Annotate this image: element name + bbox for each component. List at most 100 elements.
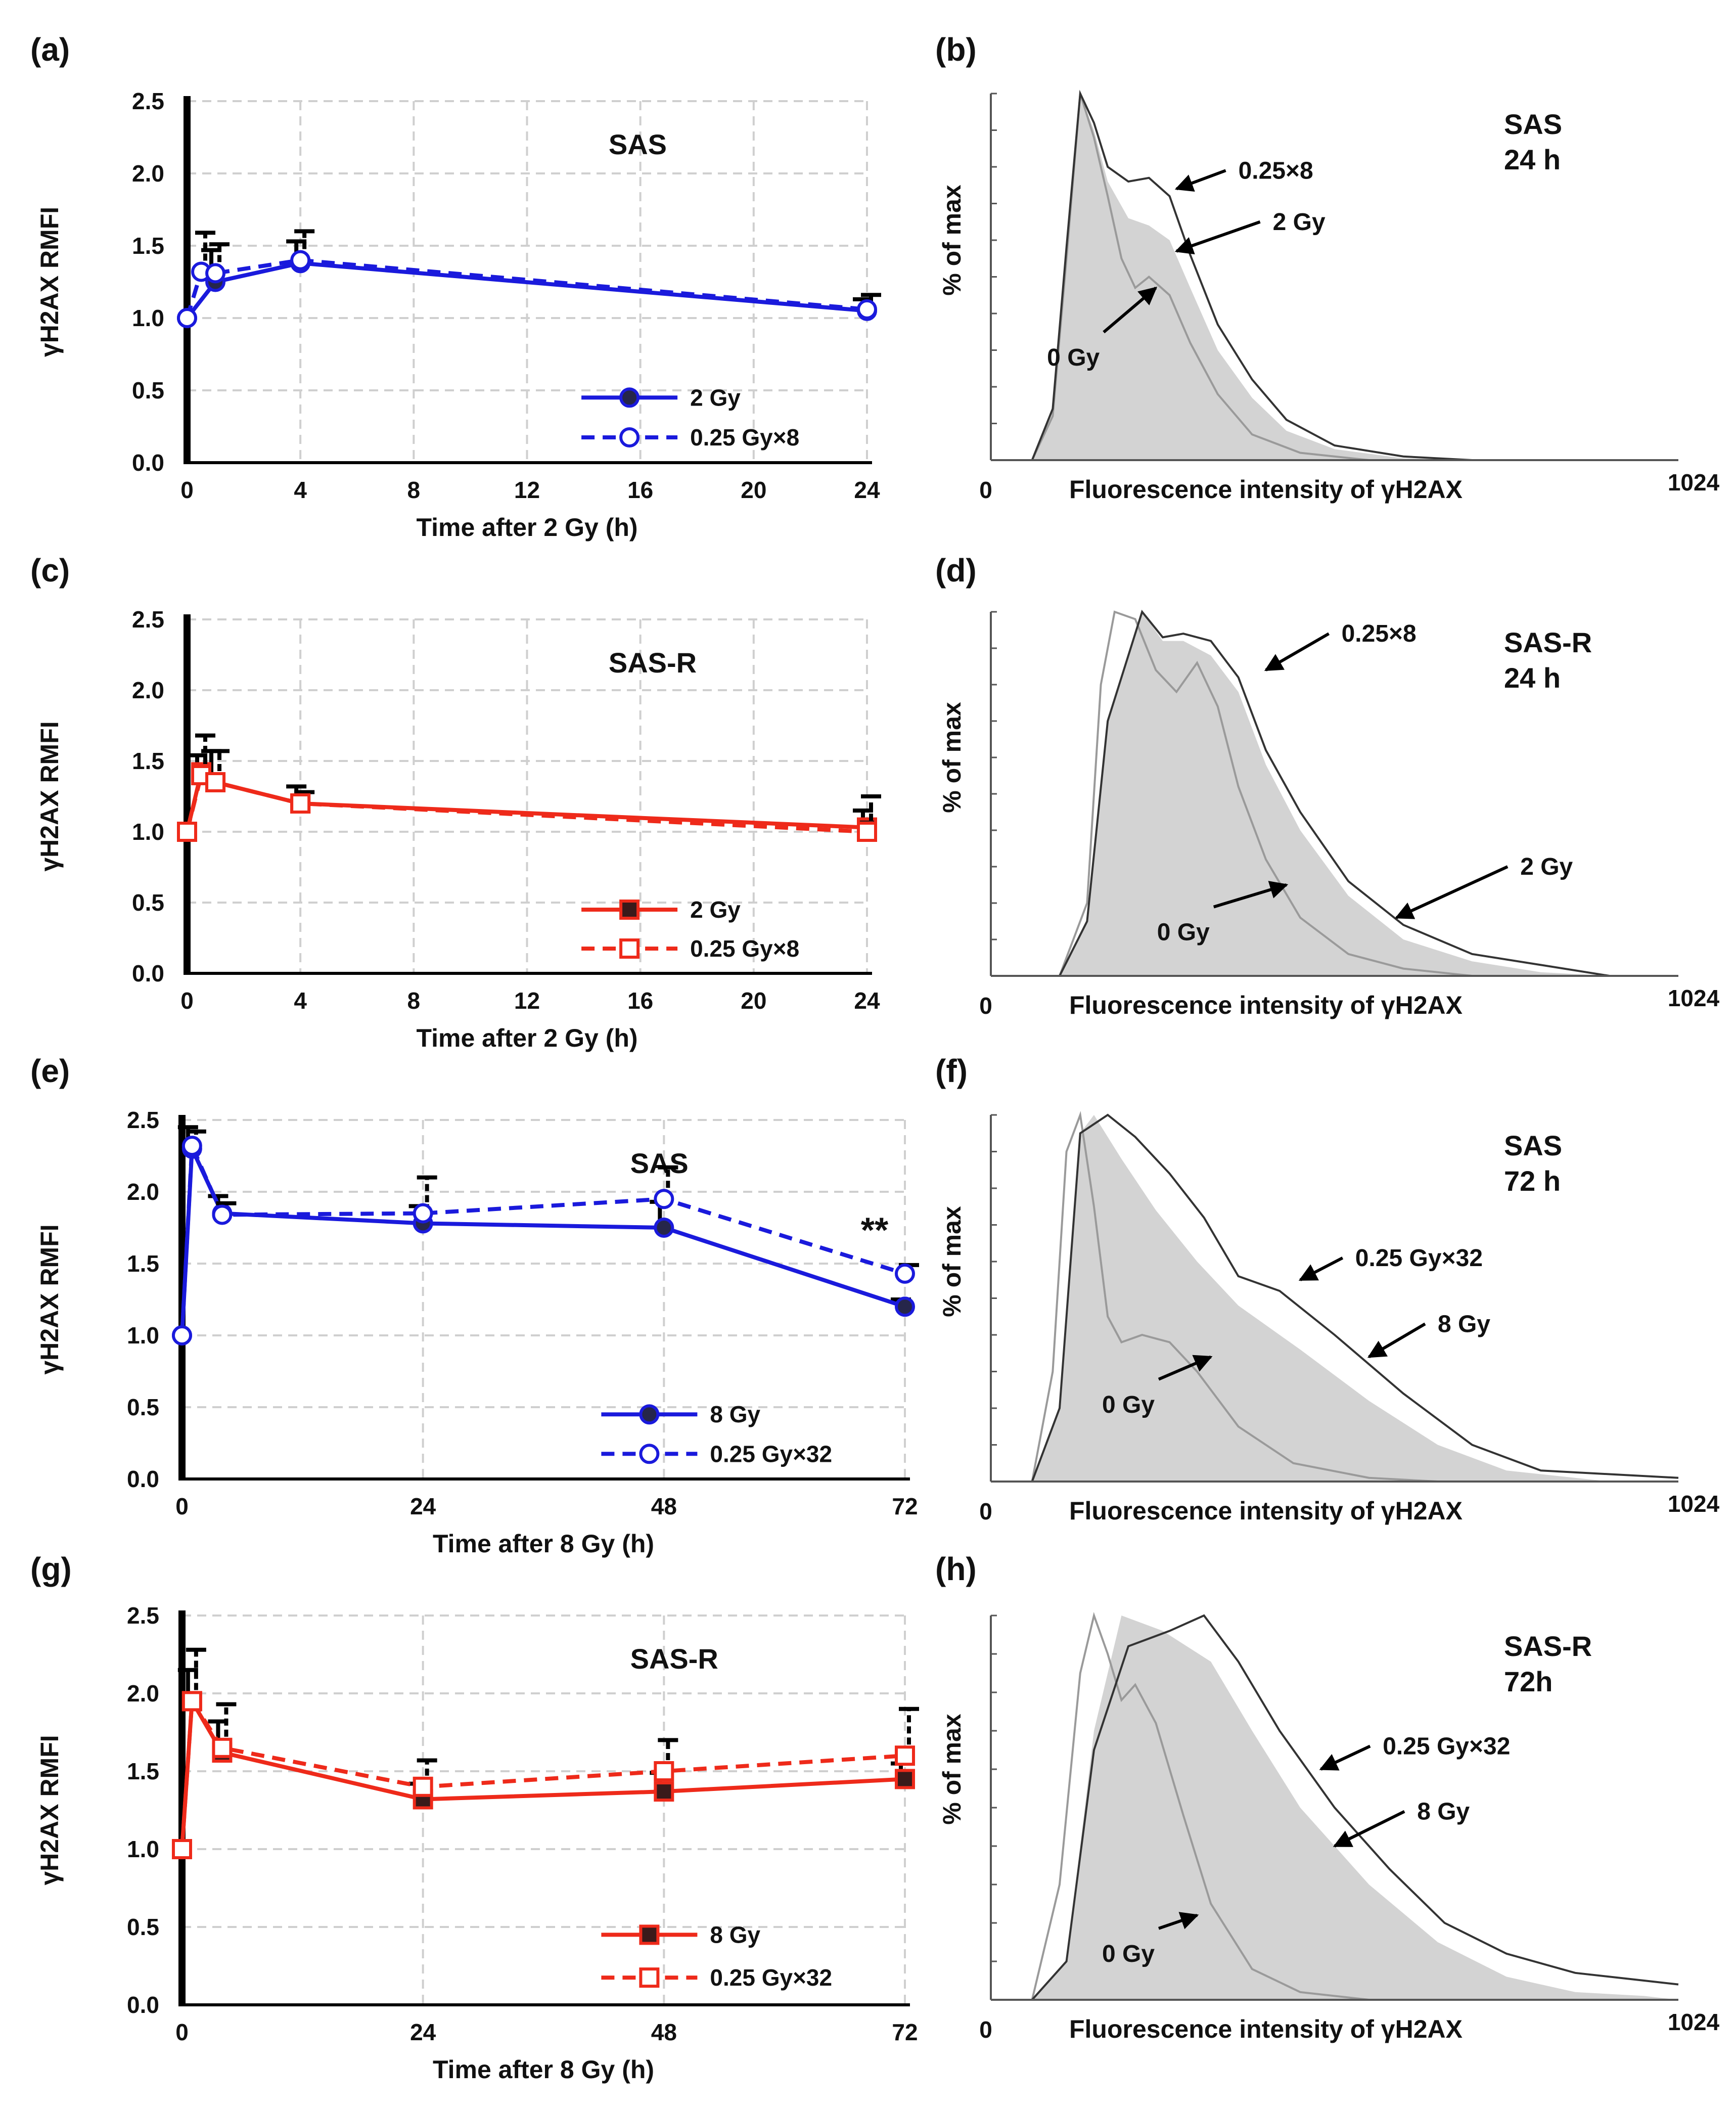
x-tick-label: 4 (294, 988, 307, 1014)
data-point (172, 1325, 192, 1345)
data-point (290, 793, 311, 814)
data-point (205, 263, 226, 284)
histogram-arrow-shaded (1333, 1810, 1405, 1848)
series-fractionated (172, 1647, 919, 1859)
series-line (185, 261, 867, 320)
histogram-label-dashed: 0.25 Gy×32 (1355, 1245, 1483, 1272)
legend-swatch-marker (619, 387, 640, 408)
histogram-arrow-shaded (1395, 865, 1509, 919)
x-tick-label: 72 (892, 1493, 918, 1519)
x-tick-label: 16 (627, 988, 653, 1014)
x-max-label: 1024 (1668, 469, 1720, 496)
legend-label: 2 Gy (690, 896, 741, 923)
y-axis-title: % of max (938, 702, 966, 813)
x-tick-label: 8 (407, 477, 421, 503)
histogram-control-curve (1031, 1611, 1369, 2001)
x-tick-label: 20 (741, 477, 766, 503)
x-axis-title: Fluorescence intensity of γH2AX (1069, 991, 1463, 1019)
cell-line-label: SAS (609, 128, 667, 160)
y-tick-label: 0.5 (132, 377, 164, 403)
histogram-title-line2: 72 h (1504, 1165, 1561, 1197)
series-fractionated (177, 229, 881, 328)
legend: 8 Gy 0.25 Gy×32 (601, 1401, 832, 1467)
data-point (895, 1296, 915, 1317)
histogram-shaded-area (1032, 1616, 1678, 2000)
histogram-fractionated-curve (1031, 1614, 1679, 2001)
histogram-arrow-dashed (1264, 632, 1330, 671)
panel-label: (e) (30, 1053, 70, 1089)
y-axis-title: % of max (938, 1206, 966, 1317)
x-max-label: 1024 (1668, 1491, 1720, 1517)
x-tick-label: 48 (651, 2019, 677, 2045)
series-line (180, 1694, 905, 1850)
legend-label: 0.25 Gy×8 (690, 935, 799, 962)
x-tick-label: 8 (407, 988, 421, 1014)
data-point (654, 1761, 674, 1781)
legend-swatch-marker (619, 427, 640, 447)
y-tick-label: 2.0 (127, 1680, 159, 1707)
legend-label: 2 Gy (690, 384, 741, 411)
legend-swatch-marker (639, 1444, 660, 1464)
series-fractionated (172, 1129, 919, 1345)
y-tick-label: 0.5 (132, 889, 164, 916)
legend: 2 Gy 0.25 Gy×8 (581, 384, 799, 451)
legend-swatch-marker (619, 900, 640, 920)
histogram-label-dashed: 0.25 Gy×32 (1383, 1733, 1510, 1760)
data-point (290, 250, 311, 271)
x-tick-label: 20 (741, 988, 766, 1014)
histogram-title-line1: SAS-R (1504, 1630, 1592, 1662)
cell-line-label: SAS-R (630, 1643, 718, 1675)
x-axis-title: Fluorescence intensity of γH2AX (1069, 475, 1463, 504)
y-tick-label: 1.0 (132, 819, 164, 845)
data-point (857, 299, 877, 320)
histogram-shaded-area (1032, 1115, 1610, 1482)
histogram-arrow-control (1213, 881, 1289, 909)
data-point (413, 1776, 433, 1797)
x-tick-label: 4 (294, 477, 307, 503)
histogram-arrow-shaded (1174, 220, 1261, 255)
x-axis-title: Fluorescence intensity of γH2AX (1069, 2015, 1463, 2043)
x-tick-label: 72 (892, 2019, 918, 2045)
y-tick-label: 1.5 (132, 233, 164, 259)
series-line (180, 1695, 905, 1850)
x-axis-title: Time after 8 Gy (h) (433, 1530, 654, 1558)
histogram-label-control: 0 Gy (1047, 344, 1100, 371)
histogram-label-shaded: 2 Gy (1520, 854, 1573, 880)
y-tick-label: 2.0 (132, 160, 164, 187)
x-tick-label: 0 (180, 988, 194, 1014)
data-point (205, 772, 226, 792)
y-tick-label: 0.0 (132, 960, 164, 986)
data-point (172, 1839, 192, 1859)
data-point (895, 1769, 915, 1789)
x-tick-label: 12 (514, 988, 540, 1014)
histogram-label-control: 0 Gy (1102, 1941, 1155, 1967)
legend-label: 8 Gy (710, 1921, 760, 1948)
legend-swatch-marker (639, 1967, 660, 1988)
data-point (413, 1203, 433, 1224)
x-tick-label: 12 (514, 477, 540, 503)
legend-swatch-marker (639, 1404, 660, 1425)
data-point (212, 1204, 233, 1225)
data-point (181, 1691, 202, 1712)
legend-label: 0.25 Gy×32 (710, 1441, 832, 1467)
histogram-label-control: 0 Gy (1102, 1392, 1155, 1418)
y-tick-label: 1.5 (127, 1250, 159, 1277)
y-axis-title: % of max (938, 1714, 966, 1825)
panel-label: (a) (30, 31, 70, 68)
chart-g: (g) 0 24 48 72 0.0 0.5 1.0 1.5 2.0 2.5 Time after 8… (30, 1551, 919, 2084)
data-point (177, 308, 197, 328)
x-min-label: 0 (979, 1498, 992, 1524)
legend-label: 0.25 Gy×8 (690, 424, 799, 451)
y-tick-label: 2.5 (127, 1107, 159, 1133)
histogram-control-curve (1059, 610, 1473, 977)
x-axis-title: Time after 2 Gy (h) (416, 1024, 637, 1052)
y-axis-title: % of max (938, 185, 966, 296)
x-min-label: 0 (979, 2016, 992, 2043)
x-max-label: 1024 (1668, 2009, 1720, 2035)
panel-label: (h) (935, 1551, 977, 1587)
histogram-label-control: 0 Gy (1157, 919, 1210, 946)
histogram-arrow-dashed (1174, 169, 1226, 192)
histogram-fractionated-curve (1059, 609, 1610, 977)
histogram-arrow-control (1158, 1912, 1199, 1930)
panel-label: (c) (30, 552, 70, 589)
